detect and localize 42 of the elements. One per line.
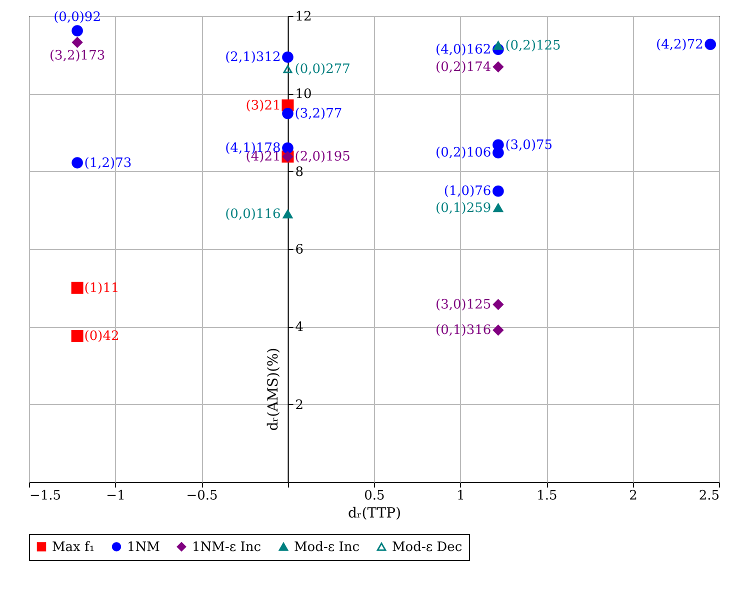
- annotation: (3,2)173: [49, 48, 106, 64]
- y-tick-label: 2: [295, 398, 304, 413]
- annotation: (0,0)277: [294, 62, 350, 78]
- x-tick-label: 2: [629, 488, 638, 504]
- annotation: (1,2)73: [84, 156, 132, 171]
- annotation: (0,1)316: [436, 323, 492, 338]
- annotation: (1)11: [84, 280, 120, 296]
- x-tick-label: 0.5: [364, 488, 385, 504]
- annotation: (3,0)125: [436, 298, 492, 313]
- y-tick-label: 8: [295, 164, 304, 180]
- legend-label: 1NM: [127, 540, 160, 555]
- annotation: (0,0)92: [54, 10, 101, 25]
- x-tick-label: −1.5: [30, 488, 62, 504]
- annotation: (0,2)106: [436, 146, 492, 161]
- annotation: (0,2)174: [436, 60, 492, 75]
- x-tick-label: −1: [106, 488, 126, 504]
- y-tick-label: 6: [295, 242, 304, 258]
- x-tick-label: −0.5: [186, 488, 218, 504]
- annotation: (3)21: [246, 98, 281, 114]
- annotation: (2,1)312: [225, 50, 281, 66]
- annotation: (3,0)75: [505, 138, 553, 153]
- y-tick-label: 10: [295, 87, 312, 102]
- annotation: (3,2)77: [294, 106, 342, 122]
- y-axis-title: dᵣ(AMS)(%): [265, 348, 282, 431]
- y-tick-label: 4: [295, 320, 304, 336]
- legend-label: Max f₁: [52, 540, 95, 555]
- legend-label: 1NM-ε Inc: [192, 540, 262, 555]
- x-tick-label: 1: [456, 488, 465, 504]
- x-tick-label: 2.5: [698, 488, 720, 504]
- legend-label: Mod-ε Dec: [392, 540, 462, 555]
- annotation: (1,0)76: [444, 184, 492, 200]
- x-tick-label: 1.5: [536, 488, 558, 504]
- x-axis-title: dᵣ(TTP): [348, 506, 402, 522]
- annotation: (4,2)72: [656, 37, 704, 52]
- y-tick-label: 12: [295, 10, 312, 24]
- legend-label: Mod-ε Inc: [294, 540, 360, 555]
- annotation: (0,1)259: [436, 200, 492, 216]
- annotation: (0,0)116: [225, 207, 281, 222]
- annotation: (0)42: [84, 328, 120, 344]
- annotation: (4,0)162: [436, 42, 492, 58]
- annotation: (0,2)125: [505, 38, 561, 54]
- annotation: (2,0)195: [294, 150, 350, 165]
